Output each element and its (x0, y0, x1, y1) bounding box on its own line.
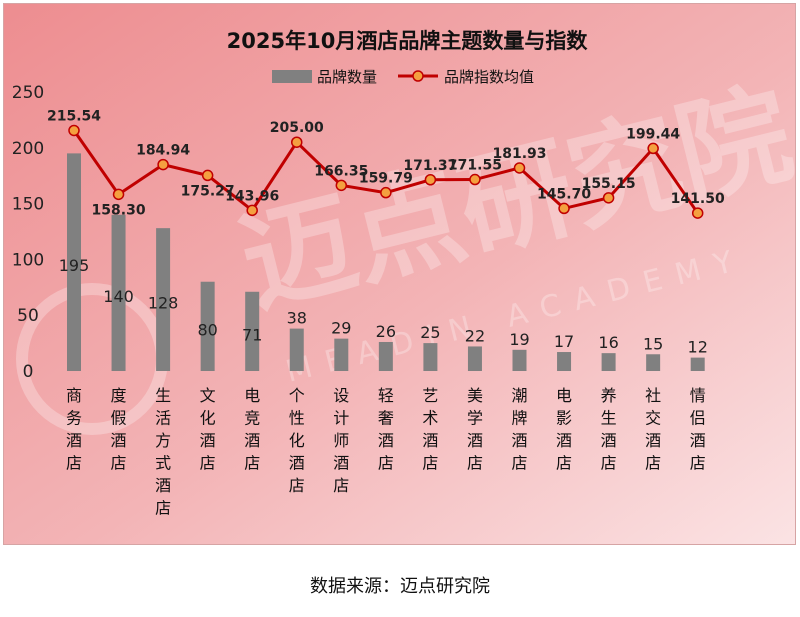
bar (601, 353, 616, 371)
line-value-label: 175.27 (181, 183, 235, 199)
bar-value-label: 12 (688, 338, 708, 357)
line-point (335, 179, 348, 192)
line-point (68, 124, 80, 137)
line-value-label: 181.93 (492, 146, 546, 162)
line-value-label: 141.50 (671, 191, 725, 207)
bar (289, 328, 304, 371)
line-point (424, 174, 437, 186)
bar (423, 343, 438, 371)
line-point (602, 192, 615, 204)
x-category-label: 情侣酒店 (690, 386, 706, 473)
bar (111, 214, 126, 371)
legend: 品牌数量 品牌指数均值 (272, 68, 534, 86)
bar (557, 352, 572, 371)
bar-value-label: 195 (59, 256, 90, 275)
bars (67, 153, 705, 371)
line-value-label: 158.30 (92, 202, 146, 218)
x-category-label: 美学酒店 (467, 386, 483, 473)
chart-panel: 迈点研究院 MEADIN ACADEMY 2025年10月酒店品牌主题数量与指数… (3, 3, 800, 545)
bar-value-label: 26 (376, 322, 396, 341)
bar-value-label: 38 (287, 309, 307, 328)
bar (156, 228, 171, 371)
line-value-label: 215.54 (47, 108, 101, 124)
bar-value-label: 80 (197, 320, 217, 339)
bar-value-label: 15 (643, 334, 663, 353)
bar (467, 346, 482, 371)
legend-bar-label: 品牌数量 (317, 68, 377, 86)
x-category-label: 度假酒店 (111, 386, 127, 473)
x-category-label: 社交酒店 (645, 386, 661, 473)
y-tick-label: 150 (12, 195, 44, 215)
bar (690, 357, 705, 371)
bar-value-label: 128 (148, 294, 179, 313)
line-point (647, 142, 659, 155)
line-point (246, 204, 258, 217)
y-tick-label: 100 (12, 250, 44, 270)
line-value-label: 171.37 (403, 158, 457, 174)
line-point (112, 188, 125, 201)
bar-value-label: 25 (420, 323, 440, 342)
bar (67, 153, 81, 371)
x-category-label: 文化酒店 (200, 386, 216, 473)
x-category-label: 艺术酒店 (422, 386, 438, 473)
y-axis: 0 50 100 150 200 250 (12, 83, 44, 382)
line-value-label: 145.70 (537, 186, 591, 202)
line-point (469, 173, 481, 186)
chart-svg: 迈点研究院 MEADIN ACADEMY 2025年10月酒店品牌主题数量与指数… (4, 4, 800, 544)
line-value-label: 159.79 (359, 171, 413, 187)
bar-value-label: 22 (465, 326, 485, 345)
line-point (157, 158, 169, 171)
line-value-label: 171.55 (448, 158, 502, 174)
line-series (68, 124, 704, 219)
y-tick-label: 0 (23, 362, 34, 382)
x-category-label: 商务酒店 (66, 386, 82, 473)
bar-labels: 195 140 128 80 71 38 29 26 25 22 19 17 16 15 12 (59, 256, 708, 356)
y-tick-label: 200 (12, 139, 44, 159)
x-category-label: 潮牌酒店 (511, 386, 527, 473)
x-category-label: 电影酒店 (556, 386, 572, 473)
line-point (691, 207, 704, 219)
line-point (291, 136, 303, 148)
legend-line-label: 品牌指数均值 (444, 68, 534, 86)
y-tick-label: 250 (12, 83, 44, 103)
bar (512, 349, 527, 371)
bar-value-label: 29 (331, 319, 351, 338)
legend-bar-swatch (272, 70, 312, 83)
bar-value-label: 71 (242, 325, 262, 344)
bar-value-label: 17 (554, 332, 574, 351)
line-point (201, 169, 214, 182)
x-axis: 商务酒店 度假酒店 生活方式酒店 文化酒店 电竞酒店 个性化酒店 设计师酒店 轻奢酒店 艺术酒店… (66, 386, 706, 518)
chart-title: 2025年10月酒店品牌主题数量与指数 (227, 29, 589, 53)
x-category-label: 设计师酒店 (333, 386, 349, 495)
line-value-label: 184.94 (136, 143, 190, 159)
x-category-label: 养生酒店 (601, 386, 617, 473)
x-category-label: 电竞酒店 (244, 386, 260, 473)
line-point (513, 162, 526, 174)
line-value-label: 155.15 (582, 176, 636, 192)
x-category-label: 轻奢酒店 (378, 386, 394, 473)
bar (245, 291, 260, 371)
bar (200, 281, 215, 371)
bar-value-label: 140 (103, 287, 134, 306)
bar (378, 341, 393, 371)
chart-background (4, 4, 795, 544)
x-category-label: 生活方式酒店 (155, 386, 171, 518)
x-category-label: 个性化酒店 (289, 386, 305, 495)
line-value-label: 205.00 (270, 120, 324, 136)
y-tick-label: 50 (17, 306, 39, 326)
bar-value-label: 19 (509, 330, 529, 349)
line-value-label: 166.35 (314, 163, 368, 179)
line-value-label: 199.44 (626, 126, 680, 142)
line-point (380, 186, 392, 199)
bar-value-label: 16 (598, 333, 618, 352)
bar (334, 338, 349, 371)
source-note: 数据来源：迈点研究院 (310, 576, 490, 597)
line-value-label: 143.96 (225, 188, 279, 204)
line-point (558, 202, 570, 215)
bar (646, 354, 661, 371)
legend-line-marker (412, 70, 424, 82)
